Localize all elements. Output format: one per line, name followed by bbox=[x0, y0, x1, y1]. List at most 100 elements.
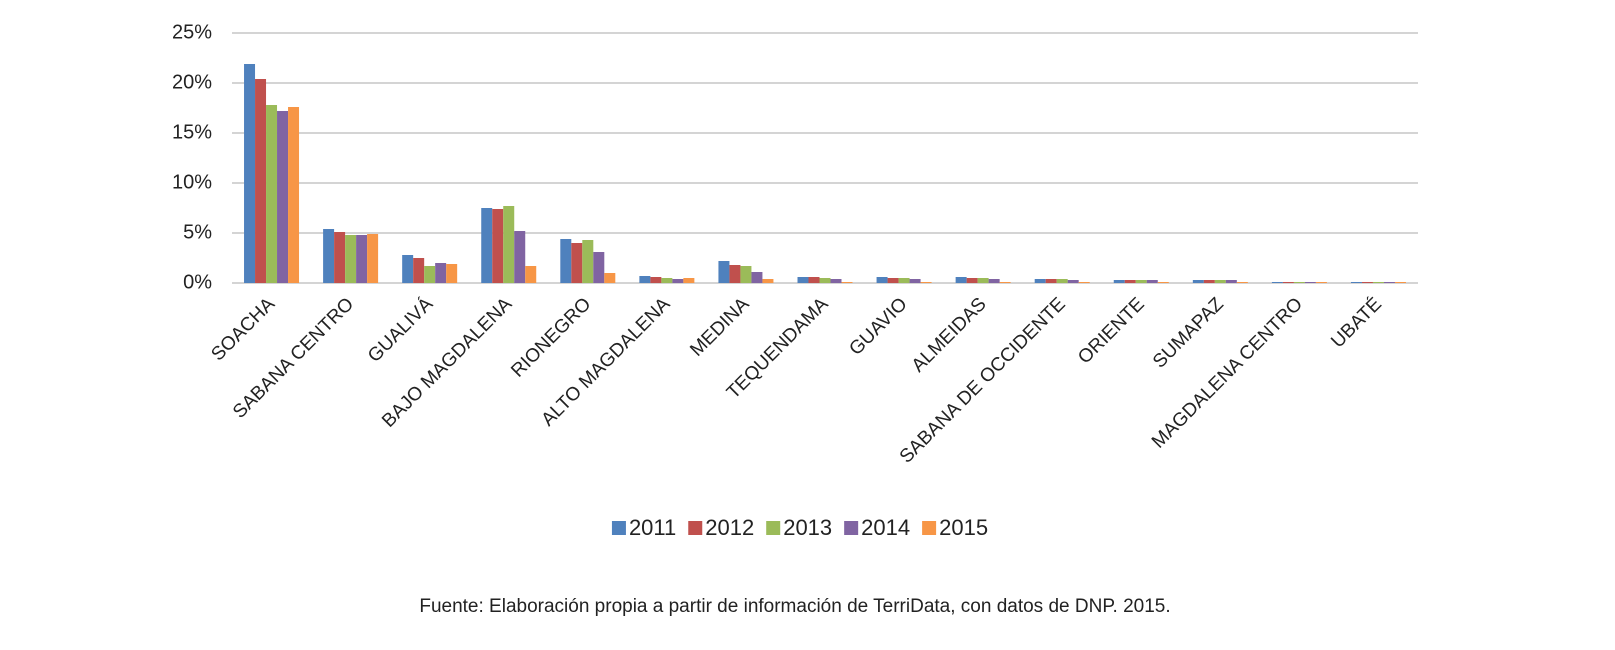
legend-label: 2012 bbox=[705, 515, 754, 540]
bar bbox=[650, 277, 662, 283]
bar bbox=[955, 277, 967, 283]
bar bbox=[751, 272, 763, 283]
bar bbox=[661, 278, 673, 283]
bar bbox=[1067, 280, 1079, 283]
bar bbox=[1056, 279, 1068, 283]
bar bbox=[977, 278, 989, 283]
bar bbox=[740, 266, 752, 283]
bar bbox=[1372, 282, 1384, 283]
y-tick-label: 15% bbox=[172, 121, 212, 143]
bar bbox=[582, 240, 594, 283]
x-tick-label: RIONEGRO bbox=[507, 294, 595, 382]
bar bbox=[424, 266, 436, 283]
bar bbox=[446, 264, 458, 283]
legend: 2011 2012 2013 2014 2015 bbox=[611, 515, 988, 540]
bar bbox=[402, 255, 414, 283]
legend-swatch bbox=[611, 521, 626, 535]
legend-swatch bbox=[922, 521, 937, 535]
bar bbox=[1192, 280, 1204, 283]
x-tick-label: ALTO MAGDALENA bbox=[538, 293, 675, 430]
bar bbox=[898, 278, 910, 283]
bar bbox=[503, 206, 515, 283]
bar bbox=[1383, 282, 1395, 283]
x-tick-label: UBATÉ bbox=[1327, 294, 1386, 353]
bar bbox=[604, 273, 616, 283]
legend-label: 2013 bbox=[783, 515, 832, 540]
bar bbox=[1124, 280, 1136, 283]
x-tick-label: BAJO MAGDALENA bbox=[378, 293, 516, 431]
bar bbox=[1225, 280, 1237, 283]
bar bbox=[255, 79, 267, 283]
legend-label: 2015 bbox=[939, 515, 988, 540]
bar bbox=[1135, 280, 1147, 283]
bar bbox=[1113, 280, 1125, 283]
bar bbox=[819, 278, 831, 283]
x-tick-label: SOACHA bbox=[207, 293, 279, 365]
bar bbox=[266, 105, 278, 283]
bar bbox=[830, 279, 842, 283]
bar bbox=[481, 208, 493, 283]
bar bbox=[492, 209, 504, 283]
bar bbox=[514, 231, 526, 283]
bar bbox=[1045, 279, 1057, 283]
bar bbox=[1293, 282, 1305, 283]
y-tick-label: 20% bbox=[172, 71, 212, 93]
bar bbox=[1304, 282, 1316, 283]
bar bbox=[876, 277, 888, 283]
bar bbox=[334, 232, 346, 283]
x-tick-label: ALMEIDAS bbox=[908, 294, 991, 377]
bar bbox=[1078, 282, 1090, 283]
bar bbox=[762, 279, 774, 283]
bar bbox=[988, 279, 1000, 283]
y-tick-label: 25% bbox=[172, 21, 212, 43]
bar bbox=[244, 64, 256, 283]
legend-label: 2014 bbox=[861, 515, 910, 540]
x-tick-label: MAGDALENA CENTRO bbox=[1148, 294, 1307, 453]
bar bbox=[1146, 280, 1158, 283]
bar bbox=[1394, 282, 1406, 283]
bar bbox=[356, 235, 368, 283]
x-tick-label: GUAVIO bbox=[845, 294, 911, 360]
bar bbox=[920, 282, 932, 283]
x-tick-label: MEDINA bbox=[686, 293, 753, 360]
y-tick-label: 10% bbox=[172, 171, 212, 193]
legend-swatch bbox=[766, 521, 781, 535]
bar bbox=[1214, 280, 1226, 283]
bar bbox=[841, 282, 853, 283]
y-tick-label: 5% bbox=[183, 221, 212, 243]
bar bbox=[288, 107, 300, 283]
bar bbox=[525, 266, 537, 283]
bar bbox=[413, 258, 425, 283]
bar bbox=[808, 277, 820, 283]
legend-swatch bbox=[688, 521, 703, 535]
x-tick-label: SUMAPAZ bbox=[1149, 293, 1228, 372]
bar bbox=[683, 278, 695, 283]
bar bbox=[345, 235, 357, 283]
legend-swatch bbox=[844, 521, 859, 535]
bar bbox=[571, 243, 583, 283]
bar bbox=[367, 234, 379, 283]
bar bbox=[1157, 282, 1169, 283]
bar bbox=[999, 282, 1011, 283]
bar bbox=[1236, 282, 1248, 283]
bar bbox=[1315, 282, 1327, 283]
bar bbox=[1034, 279, 1046, 283]
bar bbox=[672, 279, 684, 283]
bar bbox=[1271, 282, 1283, 283]
bar bbox=[729, 265, 741, 283]
bar bbox=[639, 276, 651, 283]
bar bbox=[718, 261, 730, 283]
bar bbox=[1282, 282, 1294, 283]
bar bbox=[966, 278, 978, 283]
bar bbox=[435, 263, 447, 283]
bar bbox=[1361, 282, 1373, 283]
bar bbox=[1203, 280, 1215, 283]
bar bbox=[1350, 282, 1362, 283]
x-tick-label: ORIENTE bbox=[1074, 294, 1149, 369]
bar bbox=[560, 239, 572, 283]
x-tick-label: SABANA DE OCCIDENTE bbox=[896, 294, 1070, 468]
x-tick-label: GUALIVÁ bbox=[364, 293, 437, 366]
bar bbox=[797, 277, 809, 283]
legend-label: 2011 bbox=[629, 515, 676, 540]
